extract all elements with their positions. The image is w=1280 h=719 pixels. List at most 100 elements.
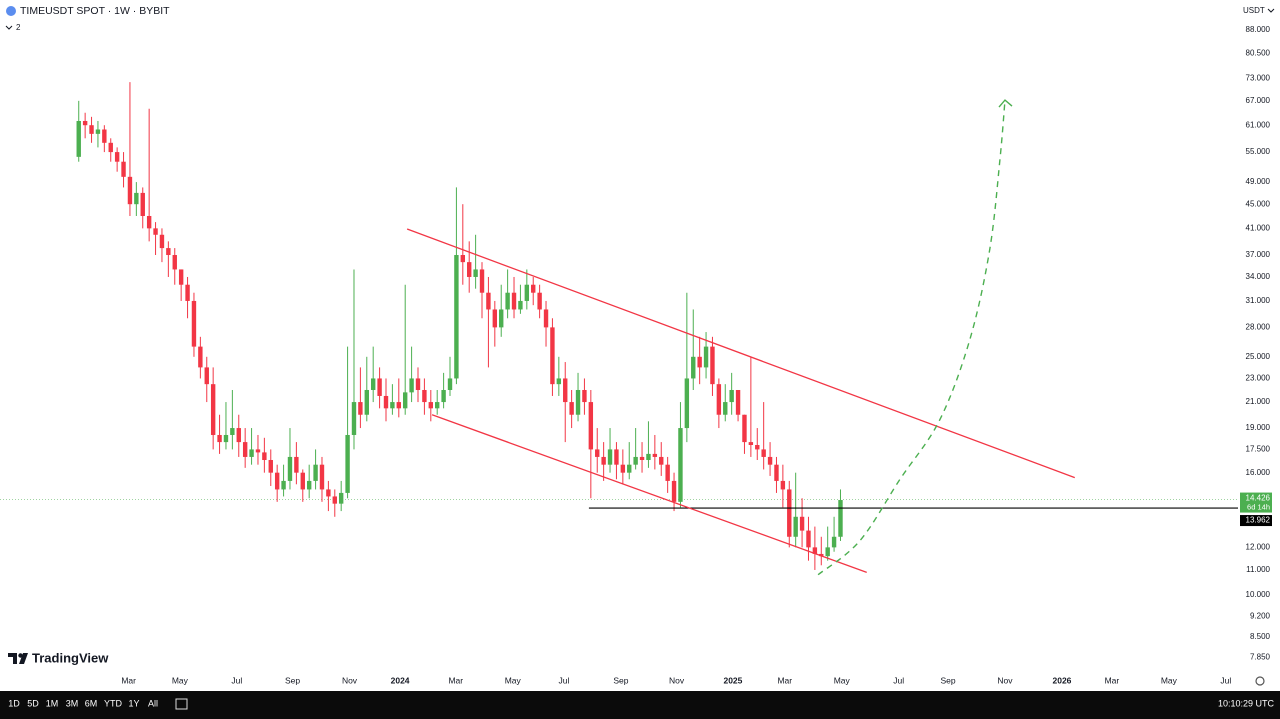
- candle-body: [812, 547, 818, 554]
- x-tick-label: Nov: [997, 675, 1013, 685]
- candle-body: [402, 392, 408, 409]
- chevron[interactable]: [1267, 8, 1275, 13]
- candle-body: [441, 389, 446, 403]
- candle-body: [127, 176, 133, 205]
- y-tick-label: 49.000: [1246, 177, 1271, 186]
- candle-body: [742, 414, 747, 443]
- candle-body: [505, 292, 510, 310]
- candle-body: [755, 444, 760, 450]
- y-tick-label: 8.500: [1250, 632, 1271, 641]
- candle-body: [281, 480, 286, 490]
- candle-body: [178, 269, 184, 285]
- range-button[interactable]: 1Y: [128, 698, 139, 708]
- candle-body: [684, 378, 690, 429]
- x-tick-label: May: [834, 675, 851, 685]
- candle-body: [242, 442, 248, 457]
- date-range-icon[interactable]: [175, 698, 188, 710]
- candle-body: [217, 434, 222, 443]
- candle-body: [415, 378, 421, 390]
- candle-body: [729, 389, 734, 403]
- calendar-icon: [175, 698, 188, 710]
- y-tick-label: 37.000: [1246, 250, 1271, 259]
- candle-body: [633, 456, 638, 465]
- last-price-tag: [1240, 492, 1272, 513]
- candle-body: [671, 480, 677, 502]
- candle-body: [255, 449, 261, 453]
- candle-body: [467, 262, 472, 277]
- candle-body: [601, 456, 606, 465]
- indicator-count[interactable]: 2: [16, 23, 21, 32]
- chevron[interactable]: [5, 25, 13, 30]
- y-tick-label: 61.000: [1246, 120, 1271, 129]
- candle-body: [326, 489, 331, 497]
- candle-body: [486, 292, 491, 310]
- x-tick-label: Sep: [613, 675, 628, 685]
- support-price-tag: [1240, 515, 1272, 527]
- last-price-label: 14.426: [1246, 494, 1271, 503]
- projection-arrowhead: [998, 99, 1013, 108]
- candle-body: [499, 309, 504, 328]
- clock: 10:10:29 UTC: [1218, 698, 1275, 708]
- candle-body: [806, 530, 811, 548]
- x-tick-label: Mar: [448, 675, 463, 685]
- x-tick-label: Jul: [893, 675, 904, 685]
- x-tick-label: Nov: [342, 675, 358, 685]
- candle-body: [787, 489, 792, 537]
- range-button[interactable]: All: [148, 698, 158, 708]
- plot-area: 88.000 80.500 73.000 67.000 61.000 55.000 49.0…: [0, 25, 1271, 685]
- candle-body: [185, 284, 190, 301]
- y-tick-label: 41.000: [1246, 223, 1271, 232]
- y-tick-label: 12.000: [1246, 542, 1271, 551]
- x-tick-label: 2024: [391, 675, 410, 685]
- candle-body: [140, 192, 145, 216]
- chart-title: TIMEUSDT SPOT · 1W · BYBIT: [20, 5, 170, 17]
- range-button[interactable]: 5D: [27, 698, 39, 708]
- y-tick-label: 10.000: [1246, 590, 1271, 599]
- range-button[interactable]: 3M: [66, 698, 79, 708]
- candle-body: [428, 402, 434, 409]
- range-button[interactable]: 1M: [46, 698, 59, 708]
- candle-body: [697, 356, 702, 368]
- candle-body: [563, 378, 568, 403]
- candle-body: [838, 500, 843, 537]
- candle-body: [614, 449, 619, 465]
- candle-body: [678, 428, 683, 502]
- candle-body: [518, 300, 523, 310]
- range-button[interactable]: 6M: [85, 698, 98, 708]
- y-tick-label: 80.500: [1246, 48, 1271, 57]
- x-tick-label: May: [172, 675, 189, 685]
- y-tick-label: 31.000: [1246, 296, 1271, 305]
- candle-body: [550, 327, 555, 385]
- candle-body: [569, 402, 574, 415]
- range-button[interactable]: 1D: [8, 698, 20, 708]
- settings-icon[interactable]: [1255, 676, 1265, 686]
- candle-body: [479, 269, 485, 293]
- candle-body: [108, 142, 113, 153]
- candle-body: [274, 472, 280, 490]
- y-tick-label: 28.000: [1246, 322, 1271, 331]
- bottom-toolbar: [0, 691, 1280, 719]
- y-tick-label: 21.000: [1246, 397, 1271, 406]
- candle-body: [511, 292, 517, 310]
- candle-body: [735, 389, 741, 415]
- candle-body: [153, 228, 158, 235]
- candle-body: [300, 472, 305, 490]
- candle-body: [607, 449, 613, 465]
- x-tick-label: 2025: [723, 675, 742, 685]
- candle-body: [454, 255, 459, 379]
- candle-body: [268, 460, 273, 473]
- currency-label[interactable]: USDT: [1243, 6, 1265, 15]
- candle-body: [492, 309, 498, 328]
- candle-body: [537, 292, 542, 310]
- candle-body: [364, 389, 369, 415]
- candle-body: [204, 367, 209, 385]
- candle-body: [447, 378, 453, 390]
- brand-name: TradingView: [32, 650, 109, 665]
- candle-body: [582, 389, 587, 403]
- candle-body: [159, 234, 165, 249]
- candle-body: [223, 434, 229, 443]
- candle-body: [134, 192, 139, 205]
- candle-body: [191, 300, 197, 347]
- range-button[interactable]: YTD: [104, 698, 123, 708]
